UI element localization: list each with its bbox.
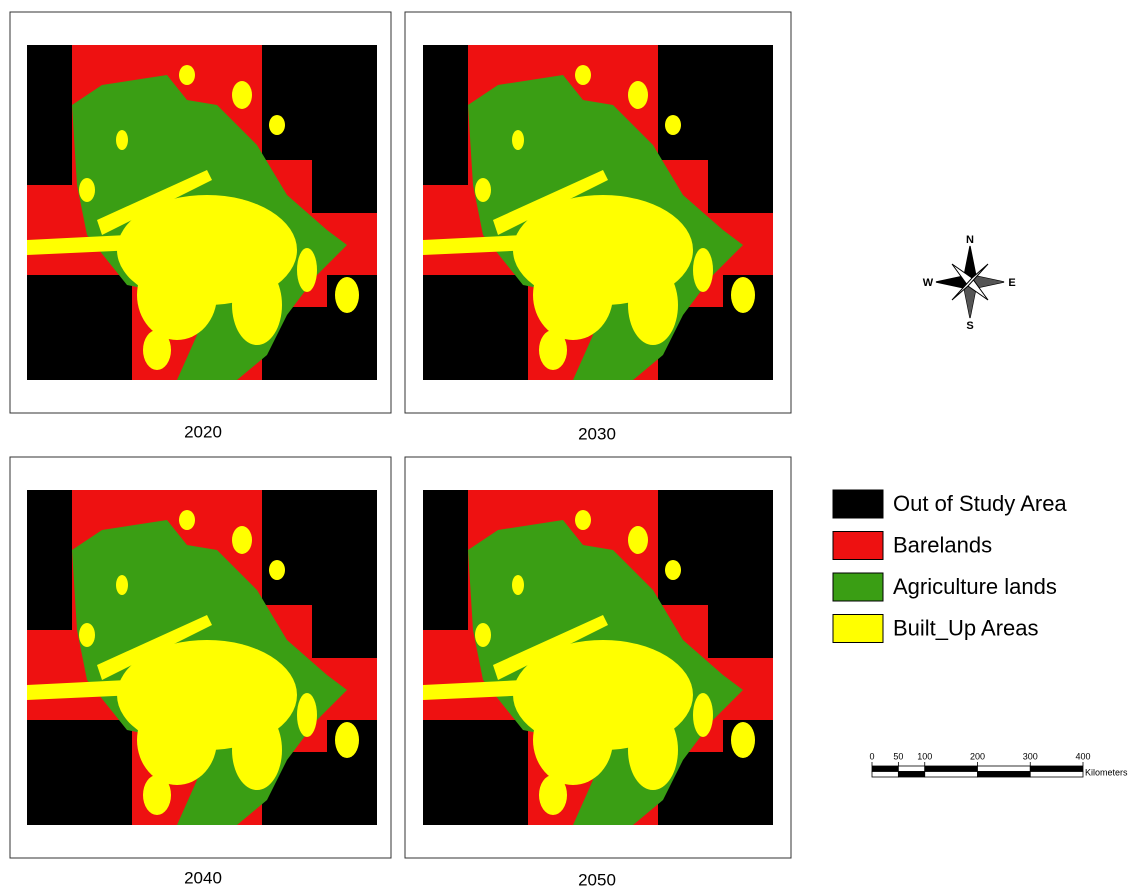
- scale-segment: [872, 772, 898, 778]
- compass-n: N: [966, 234, 974, 246]
- map: [423, 45, 773, 380]
- map: [423, 490, 773, 825]
- panel-label: 2030: [578, 424, 616, 443]
- legend-swatch: [833, 532, 883, 560]
- scale-segment: [978, 772, 1031, 778]
- scale-tick-label: 300: [1023, 751, 1038, 761]
- panel-label: 2040: [184, 868, 222, 887]
- legend-swatch: [833, 573, 883, 601]
- figure: 2020 2030 2040 2050 Out of Study Area Barela…: [0, 0, 1138, 890]
- map: [27, 490, 377, 825]
- scale-segment: [898, 766, 924, 772]
- compass-w: W: [923, 277, 934, 289]
- compass-e: E: [1008, 277, 1015, 289]
- legend-label: Agriculture lands: [893, 574, 1057, 599]
- scale-unit: Kilometers: [1085, 767, 1128, 777]
- north-arrow: N S W E: [923, 234, 1016, 332]
- legend-swatch: [833, 490, 883, 518]
- legend: Out of Study Area Barelands Agriculture la…: [833, 490, 1067, 643]
- scale-segment: [872, 766, 898, 772]
- panel-label: 2050: [578, 870, 616, 889]
- compass-s: S: [966, 320, 973, 332]
- scale-bar: 0 50 100 200 300 400 Kilometers: [869, 751, 1128, 777]
- scale-segment: [1030, 772, 1083, 778]
- scale-segment: [978, 766, 1031, 772]
- scale-tick-label: 400: [1075, 751, 1090, 761]
- scale-tick-label: 0: [869, 751, 874, 761]
- scale-tick-label: 100: [917, 751, 932, 761]
- scale-segment: [925, 766, 978, 772]
- scale-tick-label: 200: [970, 751, 985, 761]
- scale-segment: [898, 772, 924, 778]
- panels: 2020 2030 2040 2050: [10, 12, 791, 889]
- scale-segment: [925, 772, 978, 778]
- legend-label: Out of Study Area: [893, 491, 1067, 516]
- panel-label: 2020: [184, 422, 222, 441]
- page: 2020 2030 2040 2050 Out of Study Area Barela…: [0, 0, 1138, 890]
- legend-label: Barelands: [893, 532, 992, 557]
- legend-label: Built_Up Areas: [893, 615, 1039, 640]
- scale-tick-label: 50: [893, 751, 903, 761]
- map: [27, 45, 377, 380]
- legend-swatch: [833, 615, 883, 643]
- scale-segment: [1030, 766, 1083, 772]
